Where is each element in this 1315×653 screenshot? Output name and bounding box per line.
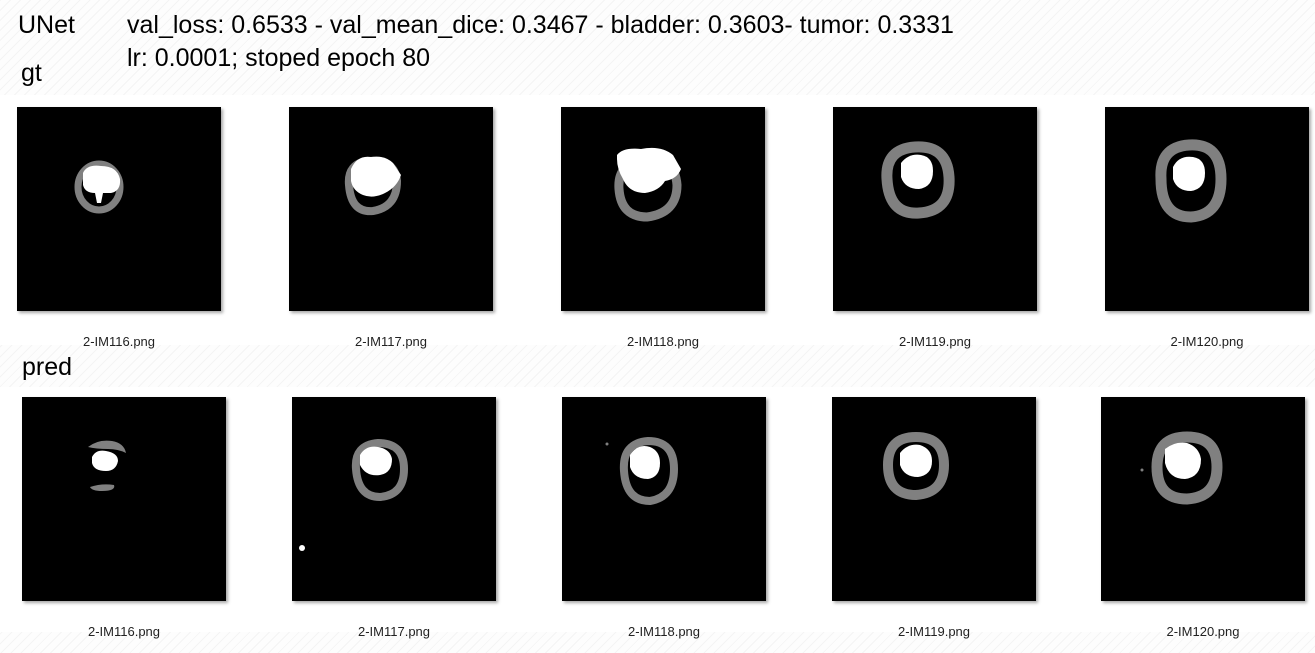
- gt-filename-1: 2-IM116.png: [82, 334, 156, 349]
- pred-mask-image-2: [292, 397, 496, 601]
- gt-image-strip: 2-IM116.png 2-IM117.png 2-IM118.png: [0, 95, 1315, 349]
- pred-filename-1: 2-IM116.png: [87, 624, 161, 639]
- pred-filename-5: 2-IM120.png: [1166, 624, 1240, 639]
- pred-image-strip: 2-IM116.png 2-IM117.png 2-IM118.png: [0, 387, 1315, 639]
- pred-mask-image-1: [22, 397, 226, 601]
- metrics-line-1: val_loss: 0.6533 - val_mean_dice: 0.3467…: [127, 11, 954, 39]
- gt-filename-5: 2-IM120.png: [1170, 334, 1244, 349]
- pred-mask-image-5: [1101, 397, 1305, 601]
- pred-mask-image-3: [562, 397, 766, 601]
- gt-mask-image-1: [17, 107, 221, 311]
- gt-mask-image-2: [289, 107, 493, 311]
- gt-thumbnail-1[interactable]: [17, 107, 221, 311]
- gt-section-label: gt: [21, 59, 42, 87]
- pred-filename-2: 2-IM117.png: [357, 624, 431, 639]
- gt-filename-2: 2-IM117.png: [354, 334, 428, 349]
- pred-mask-image-4: [832, 397, 1036, 601]
- pred-filename-3: 2-IM118.png: [627, 624, 701, 639]
- gt-mask-image-4: [833, 107, 1037, 311]
- gt-thumbnail-2[interactable]: [289, 107, 493, 311]
- pred-section-label: pred: [22, 353, 73, 381]
- pred-thumbnail-1[interactable]: [22, 397, 226, 601]
- pred-filename-4: 2-IM119.png: [897, 624, 971, 639]
- gt-thumbnail-5[interactable]: [1105, 107, 1309, 311]
- gt-mask-image-5: [1105, 107, 1309, 311]
- gt-thumbnail-3[interactable]: [561, 107, 765, 311]
- metrics-text: val_loss: 0.6533 - val_mean_dice: 0.3467…: [127, 10, 954, 76]
- pred-thumbnail-5[interactable]: [1101, 397, 1305, 601]
- pred-thumbnail-3[interactable]: [562, 397, 766, 601]
- pred-thumbnail-2[interactable]: [292, 397, 496, 601]
- gt-filename-4: 2-IM119.png: [898, 334, 972, 349]
- gt-mask-image-3: [561, 107, 765, 311]
- gt-filename-3: 2-IM118.png: [626, 334, 700, 349]
- metrics-line-2: lr: 0.0001; stoped epoch 80: [127, 44, 431, 72]
- gt-thumbnail-4[interactable]: [833, 107, 1037, 311]
- model-name: UNet: [18, 11, 75, 39]
- pred-thumbnail-4[interactable]: [832, 397, 1036, 601]
